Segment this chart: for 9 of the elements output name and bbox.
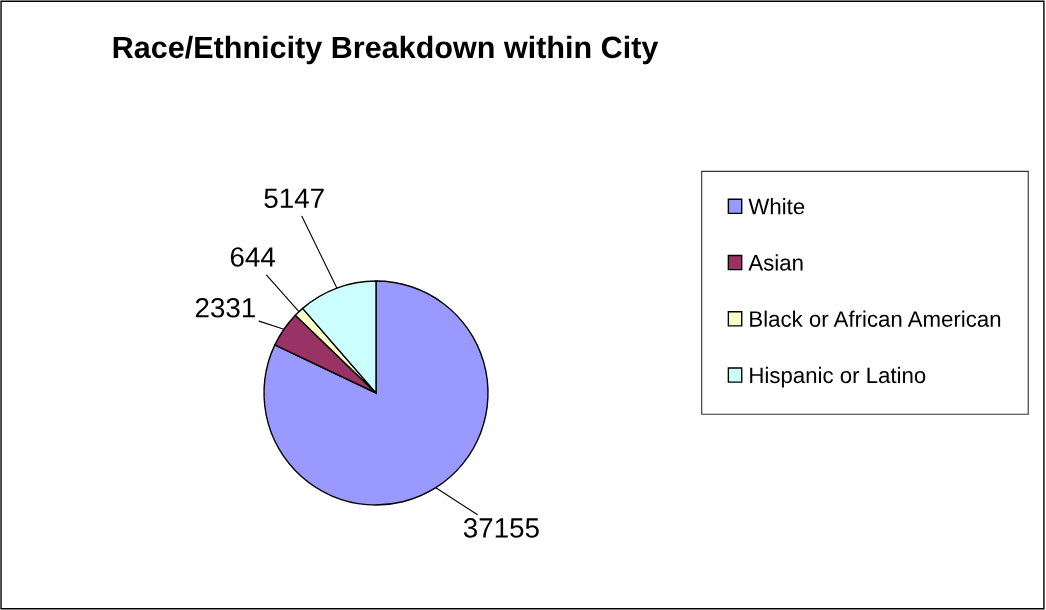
data-label: 644 bbox=[230, 247, 275, 267]
legend-label: Asian bbox=[748, 254, 803, 271]
chart-title: Race/Ethnicity Breakdown within City bbox=[113, 35, 659, 65]
legend-label: White bbox=[748, 198, 805, 215]
data-label: 5147 bbox=[264, 188, 324, 209]
data-label: 37155 bbox=[463, 518, 539, 538]
data-label: 2331 bbox=[195, 297, 255, 318]
legend-label: Black or African American bbox=[750, 310, 1001, 327]
legend-label: Hispanic or Latino bbox=[750, 366, 926, 388]
